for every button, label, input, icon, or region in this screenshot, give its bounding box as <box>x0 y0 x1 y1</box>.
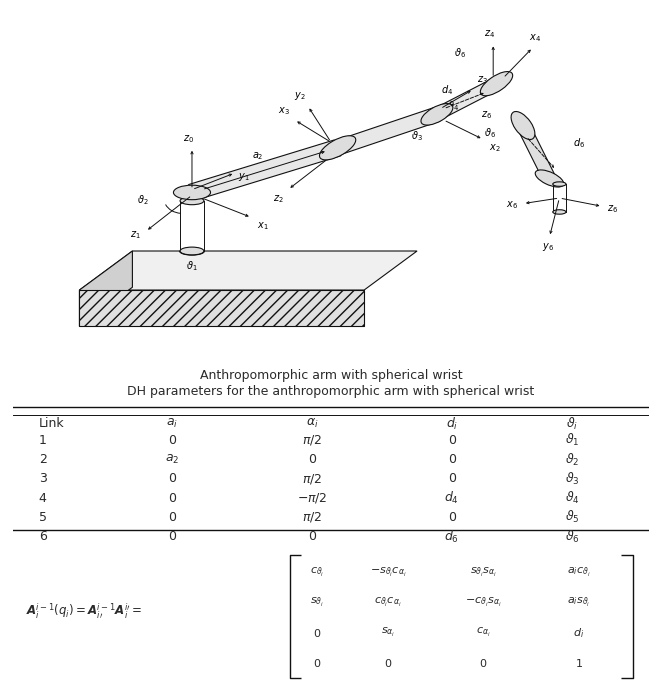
Text: $z_6$: $z_6$ <box>607 203 618 215</box>
Text: $s_{\alpha_i}$: $s_{\alpha_i}$ <box>381 626 395 640</box>
Text: $\vartheta_i$: $\vartheta_i$ <box>567 416 579 432</box>
Text: $\vartheta_3$: $\vartheta_3$ <box>565 471 580 487</box>
Text: $\vartheta_2$: $\vartheta_2$ <box>136 194 148 208</box>
Text: $c_{\vartheta_i}$: $c_{\vartheta_i}$ <box>310 566 324 580</box>
Text: 0: 0 <box>168 434 176 447</box>
Ellipse shape <box>180 197 204 205</box>
Text: $-s_{\vartheta_i}c_{\alpha_i}$: $-s_{\vartheta_i}c_{\alpha_i}$ <box>370 566 406 580</box>
Text: Anthropomorphic arm with spherical wrist: Anthropomorphic arm with spherical wrist <box>200 369 462 382</box>
Text: $\vartheta_3$: $\vartheta_3$ <box>411 129 423 143</box>
Text: $\vartheta_6$: $\vartheta_6$ <box>484 127 496 140</box>
Ellipse shape <box>421 103 453 125</box>
Polygon shape <box>79 290 364 326</box>
Text: $\vartheta_2$: $\vartheta_2$ <box>565 451 580 468</box>
Text: $y_1$: $y_1$ <box>238 171 250 183</box>
Polygon shape <box>433 78 500 120</box>
Text: 4: 4 <box>38 492 46 505</box>
Text: $a_i$: $a_i$ <box>166 417 178 430</box>
Text: $\pi/2$: $\pi/2$ <box>302 433 322 447</box>
Text: $x_3$: $x_3$ <box>278 105 290 117</box>
Text: $-c_{\vartheta_i}s_{\alpha_i}$: $-c_{\vartheta_i}s_{\alpha_i}$ <box>465 596 502 610</box>
Polygon shape <box>517 123 555 181</box>
Text: $z_2$: $z_2$ <box>273 194 283 206</box>
Text: $d_i$: $d_i$ <box>573 626 585 640</box>
Polygon shape <box>189 140 341 200</box>
Text: $x_6$: $x_6$ <box>506 199 518 211</box>
Text: $z_4$: $z_4$ <box>485 28 495 40</box>
Ellipse shape <box>173 185 211 200</box>
Text: $d_4$: $d_4$ <box>444 490 459 506</box>
Text: $x_4$: $x_4$ <box>529 32 541 44</box>
Text: 0: 0 <box>168 530 176 543</box>
Text: 2: 2 <box>38 453 46 466</box>
Text: Link: Link <box>38 417 64 430</box>
Text: $a_i c_{\vartheta_i}$: $a_i c_{\vartheta_i}$ <box>567 566 591 580</box>
Text: $s_{\vartheta_i}s_{\alpha_i}$: $s_{\vartheta_i}s_{\alpha_i}$ <box>470 566 497 580</box>
Text: $\pi/2$: $\pi/2$ <box>302 472 322 486</box>
Text: $\vartheta_6$: $\vartheta_6$ <box>454 46 466 60</box>
Text: $\vartheta_1$: $\vartheta_1$ <box>565 432 580 448</box>
Text: 1: 1 <box>38 434 46 447</box>
Text: $y_6$: $y_6$ <box>542 241 553 253</box>
Text: $s_{\vartheta_i}$: $s_{\vartheta_i}$ <box>310 596 324 610</box>
Text: $\vartheta_4$: $\vartheta_4$ <box>448 99 459 112</box>
Text: 5: 5 <box>38 511 46 524</box>
Text: $a_2$: $a_2$ <box>165 453 179 466</box>
Text: $d_i$: $d_i$ <box>446 416 458 432</box>
Text: $z_0$: $z_0$ <box>183 133 194 145</box>
Text: $z_6$: $z_6$ <box>481 109 492 121</box>
Text: $0$: $0$ <box>479 657 488 669</box>
Text: 0: 0 <box>448 511 455 524</box>
Text: $y_2$: $y_2$ <box>295 90 306 102</box>
Text: $0$: $0$ <box>384 657 393 669</box>
Text: $x_2$: $x_2$ <box>489 142 500 154</box>
Text: 0: 0 <box>448 453 455 466</box>
Text: $z_3$: $z_3$ <box>477 75 487 86</box>
Text: 0: 0 <box>308 453 316 466</box>
Text: $x_1$: $x_1$ <box>257 221 269 232</box>
Ellipse shape <box>536 170 563 187</box>
Polygon shape <box>334 108 440 155</box>
Text: $a_2$: $a_2$ <box>252 150 264 162</box>
Text: 0: 0 <box>168 473 176 486</box>
Ellipse shape <box>511 112 535 140</box>
Text: $c_{\alpha_i}$: $c_{\alpha_i}$ <box>476 626 491 640</box>
Text: 0: 0 <box>168 511 176 524</box>
Text: 6: 6 <box>38 530 46 543</box>
Ellipse shape <box>553 182 566 186</box>
Polygon shape <box>79 251 417 290</box>
Text: $\vartheta_4$: $\vartheta_4$ <box>565 490 580 506</box>
Text: 0: 0 <box>448 434 455 447</box>
Text: $1$: $1$ <box>575 657 583 669</box>
Text: $d_4$: $d_4$ <box>441 84 453 97</box>
Text: $z_1$: $z_1$ <box>130 229 140 241</box>
Text: $\vartheta_5$: $\vartheta_5$ <box>565 510 580 525</box>
Text: 0: 0 <box>168 492 176 505</box>
Text: $\alpha_i$: $\alpha_i$ <box>306 417 318 430</box>
Ellipse shape <box>180 247 204 255</box>
Text: $d_6$: $d_6$ <box>444 529 459 545</box>
Text: $0$: $0$ <box>313 657 321 669</box>
Text: $\vartheta_1$: $\vartheta_1$ <box>186 260 198 273</box>
Text: $d_6$: $d_6$ <box>573 136 585 150</box>
Text: 0: 0 <box>448 473 455 486</box>
Text: 3: 3 <box>38 473 46 486</box>
Text: $c_{\vartheta_i}c_{\alpha_i}$: $c_{\vartheta_i}c_{\alpha_i}$ <box>374 596 402 610</box>
Text: $-\pi/2$: $-\pi/2$ <box>297 491 327 505</box>
Text: $\vartheta_6$: $\vartheta_6$ <box>565 529 580 545</box>
Polygon shape <box>79 251 132 326</box>
Text: DH parameters for the anthropomorphic arm with spherical wrist: DH parameters for the anthropomorphic ar… <box>127 385 535 398</box>
Text: $a_i s_{\vartheta_i}$: $a_i s_{\vartheta_i}$ <box>567 596 591 610</box>
Text: $0$: $0$ <box>313 627 321 639</box>
Ellipse shape <box>320 136 355 160</box>
Text: 0: 0 <box>308 530 316 543</box>
Ellipse shape <box>553 210 566 214</box>
Ellipse shape <box>481 71 512 96</box>
Text: $\boldsymbol{A}_i^{i-1}(q_i) = \boldsymbol{A}_{i\prime}^{i-1}\boldsymbol{A}_i^{i: $\boldsymbol{A}_i^{i-1}(q_i) = \boldsymb… <box>26 601 142 621</box>
Text: $\pi/2$: $\pi/2$ <box>302 510 322 525</box>
